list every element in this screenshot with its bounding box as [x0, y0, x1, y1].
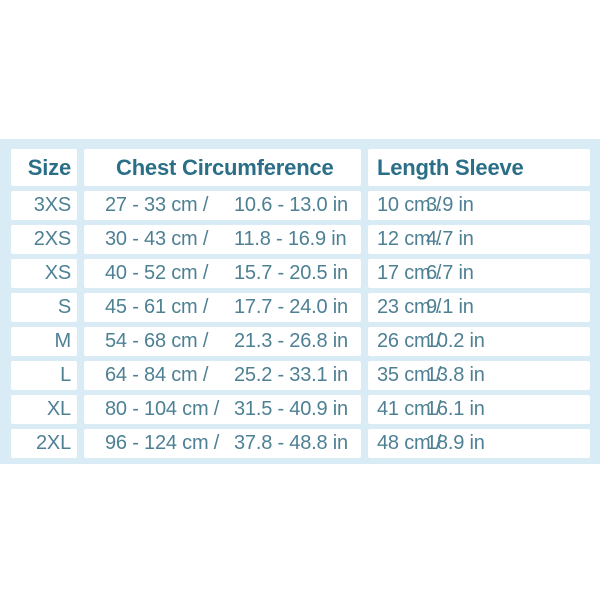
chest-in-value: 21.3 - 26.8 in [234, 330, 348, 352]
sleeve-length-cell: 10 cm / 3.9 in [368, 191, 590, 220]
unit-separator: / [202, 194, 209, 216]
unit-separator: / [435, 194, 442, 216]
sleeve-cm-value: 26 cm [377, 330, 431, 352]
column-header-length-sleeve: Length Sleeve [368, 149, 590, 186]
size-label-cell: M [11, 327, 77, 356]
size-chart-panel: Size Chest Circumference Length Sleeve 3… [0, 139, 600, 464]
chest-cm-value: 64 - 84 cm [105, 364, 198, 386]
chest-in-value: 37.8 - 48.8 in [234, 432, 348, 454]
sleeve-cm-value: 41 cm [377, 398, 431, 420]
unit-separator: / [435, 330, 442, 352]
size-label-cell: L [11, 361, 77, 390]
sleeve-length-cell: 48 cm / 18.9 in [368, 429, 590, 458]
chest-range-cell: 64 - 84 cm / 25.2 - 33.1 in [84, 361, 361, 390]
sleeve-length-cell: 35 cm / 13.8 in [368, 361, 590, 390]
unit-separator: / [435, 398, 442, 420]
chest-in-value: 15.7 - 20.5 in [234, 262, 348, 284]
chest-cm-value: 40 - 52 cm [105, 262, 198, 284]
size-label-cell: S [11, 293, 77, 322]
chest-range-cell: 96 - 124 cm / 37.8 - 48.8 in [84, 429, 361, 458]
unit-separator: / [202, 262, 209, 284]
sleeve-in-value: 10.2 in [426, 330, 485, 352]
chest-in-value: 11.8 - 16.9 in [234, 228, 347, 250]
sleeve-cm-value: 10 cm [377, 194, 431, 216]
sleeve-length-cell: 26 cm / 10.2 in [368, 327, 590, 356]
sleeve-in-value: 9.1 in [426, 296, 474, 318]
unit-separator: / [202, 228, 209, 250]
chest-range-cell: 40 - 52 cm / 15.7 - 20.5 in [84, 259, 361, 288]
sleeve-in-value: 6.7 in [426, 262, 474, 284]
chest-cm-value: 54 - 68 cm [105, 330, 198, 352]
chest-cm-value: 45 - 61 cm [105, 296, 198, 318]
sleeve-in-value: 3.9 in [426, 194, 474, 216]
chest-cm-value: 27 - 33 cm [105, 194, 198, 216]
unit-separator: / [202, 330, 209, 352]
chest-range-cell: 54 - 68 cm / 21.3 - 26.8 in [84, 327, 361, 356]
column-header-size: Size [11, 149, 77, 186]
sleeve-cm-value: 35 cm [377, 364, 431, 386]
sleeve-cm-value: 17 cm [377, 262, 431, 284]
chest-range-cell: 80 - 104 cm / 31.5 - 40.9 in [84, 395, 361, 424]
sleeve-in-value: 4.7 in [426, 228, 474, 250]
unit-separator: / [435, 262, 442, 284]
chest-cm-value: 96 - 124 cm [105, 432, 209, 454]
sleeve-cm-value: 23 cm [377, 296, 431, 318]
chest-cm-value: 30 - 43 cm [105, 228, 198, 250]
unit-separator: / [213, 432, 220, 454]
unit-separator: / [202, 364, 209, 386]
sleeve-length-cell: 41 cm / 16.1 in [368, 395, 590, 424]
unit-separator: / [435, 228, 442, 250]
column-header-chest-circumference: Chest Circumference [84, 149, 361, 186]
sleeve-length-cell: 23 cm / 9.1 in [368, 293, 590, 322]
chest-in-value: 25.2 - 33.1 in [234, 364, 348, 386]
size-label-cell: 2XL [11, 429, 77, 458]
size-label-cell: 2XS [11, 225, 77, 254]
unit-separator: / [202, 296, 209, 318]
sleeve-in-value: 13.8 in [426, 364, 485, 386]
chest-in-value: 17.7 - 24.0 in [234, 296, 348, 318]
chest-cm-value: 80 - 104 cm [105, 398, 209, 420]
sleeve-in-value: 16.1 in [426, 398, 485, 420]
size-label-cell: XL [11, 395, 77, 424]
sleeve-in-value: 18.9 in [426, 432, 485, 454]
sleeve-length-cell: 12 cm / 4.7 in [368, 225, 590, 254]
unit-separator: / [435, 296, 442, 318]
chest-in-value: 10.6 - 13.0 in [234, 194, 348, 216]
unit-separator: / [435, 432, 442, 454]
size-label-cell: XS [11, 259, 77, 288]
unit-separator: / [435, 364, 442, 386]
unit-separator: / [213, 398, 220, 420]
sleeve-length-cell: 17 cm / 6.7 in [368, 259, 590, 288]
size-label-cell: 3XS [11, 191, 77, 220]
chest-range-cell: 45 - 61 cm / 17.7 - 24.0 in [84, 293, 361, 322]
chest-range-cell: 27 - 33 cm / 10.6 - 13.0 in [84, 191, 361, 220]
size-chart-table: Size Chest Circumference Length Sleeve 3… [0, 139, 600, 458]
chest-in-value: 31.5 - 40.9 in [234, 398, 348, 420]
chest-range-cell: 30 - 43 cm / 11.8 - 16.9 in [84, 225, 361, 254]
sleeve-cm-value: 48 cm [377, 432, 431, 454]
sleeve-cm-value: 12 cm [377, 228, 431, 250]
